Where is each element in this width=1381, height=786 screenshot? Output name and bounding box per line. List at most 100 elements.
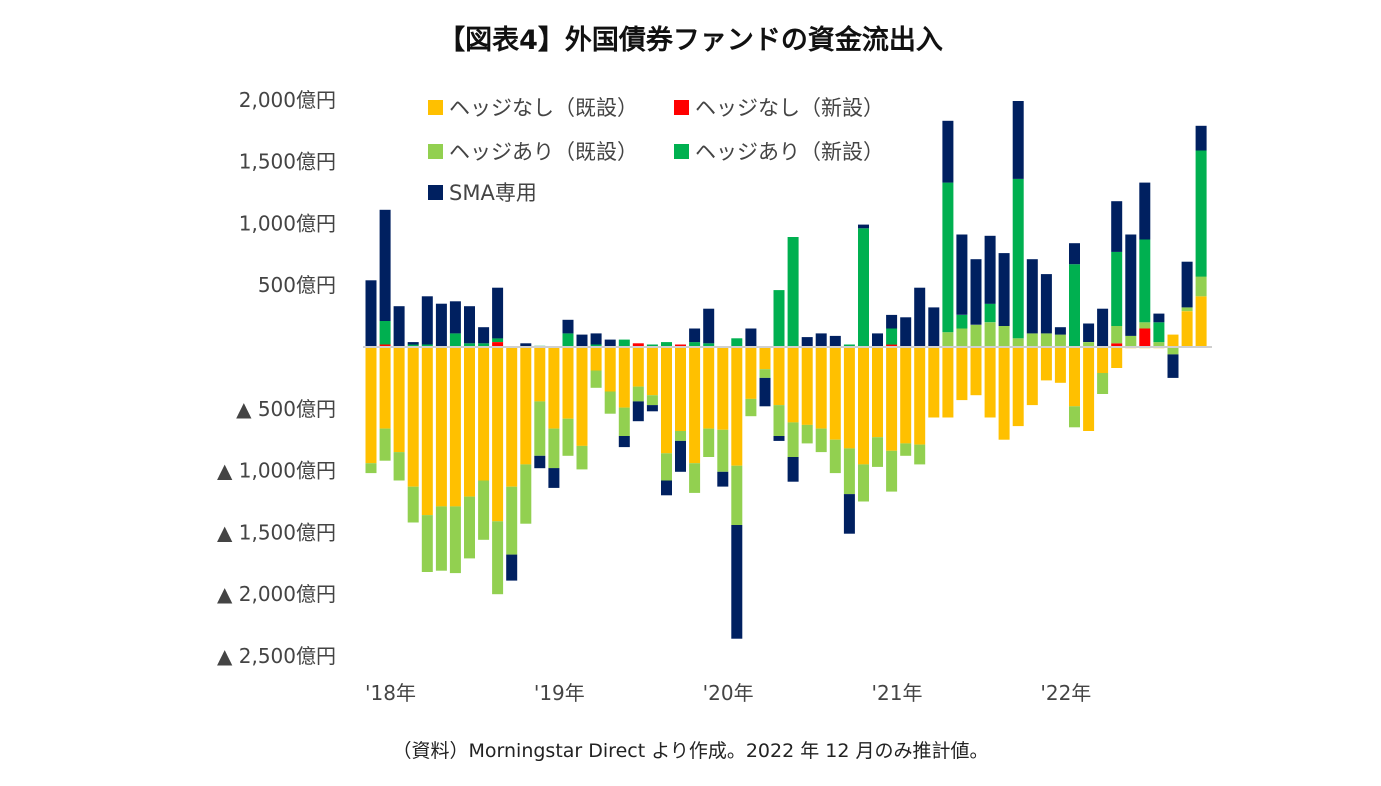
bar-segment-2018-05-series-2 [421,515,433,572]
bar-segment-2019-02-series-4 [548,468,560,488]
bar-segment-2018-11-series-2 [506,486,518,555]
bar-segment-2018-09-series-2 [478,480,490,540]
y-tick-label: 1,500億円 [239,150,336,174]
bar-segment-2021-07-series-4 [956,234,968,315]
y-tick-label: ▲ 500億円 [236,397,336,421]
bar-segment-2022-06-series-2 [1111,326,1123,344]
legend-swatch [428,100,443,115]
bar-segment-2019-11-series-4 [675,440,686,472]
bar-segment-2021-06-series-0 [942,347,954,418]
bar-segment-2019-07-series-2 [618,407,630,436]
y-tick-label: ▲ 1,000億円 [217,459,336,483]
bar-segment-2018-08-series-0 [464,347,475,497]
legend-item: ヘッジあり（新設） [674,140,884,164]
bar-segment-2022-01-series-4 [1040,274,1052,334]
bar-segment-2021-11-series-2 [1012,338,1024,347]
legend-swatch [428,185,443,200]
bar-segment-2020-07-series-3 [787,237,799,347]
bar-segment-2020-01-series-0 [703,347,715,429]
legend-item: ヘッジあり（既設） [428,140,638,164]
bar-segment-2022-10-series-4 [1167,354,1179,378]
bar-segment-2022-03-series-4 [1069,243,1080,265]
bar-segment-2018-02-series-1 [379,344,391,347]
bar-segment-2019-04-series-0 [576,347,588,446]
bar-segment-2021-04-series-0 [914,347,926,445]
bar-segment-2022-09-series-3 [1153,322,1165,343]
bar-segment-2021-12-series-0 [1026,347,1038,406]
bar-segment-2020-04-series-0 [745,347,757,399]
bar-segment-2019-11-series-2 [675,431,686,441]
bar-segment-2020-06-series-4 [773,436,785,441]
bar-segment-2018-10-series-0 [492,347,504,522]
legend-label: ヘッジあり（新設） [695,140,884,164]
bar-segment-2018-06-series-4 [435,303,447,347]
bar-segment-2021-08-series-0 [970,347,982,396]
y-tick-label: 2,000億円 [239,88,336,112]
bar-segment-2019-10-series-3 [661,342,672,347]
bar-segment-2021-09-series-4 [984,235,996,304]
bar-segment-2019-10-series-0 [661,347,672,454]
bar-segment-2020-11-series-4 [843,494,855,534]
bar-segment-2021-03-series-4 [900,317,912,347]
bar-segment-2022-02-series-2 [1054,334,1066,347]
bar-segment-2022-06-series-4 [1111,201,1123,252]
bar-segment-2022-06-series-1 [1111,343,1123,347]
bar-segment-2020-10-series-4 [829,335,841,347]
x-tick-label: '22年 [1040,681,1091,705]
bar-segment-2022-09-series-2 [1153,342,1165,347]
bar-segment-2018-08-series-2 [464,496,475,559]
bar-segment-2020-11-series-2 [843,448,855,495]
bar-segment-2019-01-series-2 [534,401,546,456]
bar-segment-2020-08-series-4 [801,337,813,347]
bar-segment-2018-03-series-4 [393,306,405,347]
bar-segment-2019-05-series-0 [590,347,602,371]
bar-segment-2022-06-series-0 [1111,347,1123,368]
bar-segment-2021-06-series-4 [942,120,954,183]
bar-segment-2019-07-series-4 [618,436,630,448]
bar-segment-2021-02-series-1 [886,344,898,347]
bar-segment-2019-11-series-0 [675,347,686,431]
bar-segment-2019-06-series-4 [604,339,616,347]
bar-segment-2021-09-series-0 [984,347,996,418]
bar-segment-2018-10-series-2 [492,521,504,595]
bar-segment-2018-01-series-2 [365,463,377,474]
bar-segment-2018-05-series-3 [421,344,433,347]
bar-segment-2018-02-series-2 [379,428,391,461]
bar-segment-2020-01-series-4 [703,308,715,344]
bar-segment-2018-07-series-0 [449,347,461,507]
bar-segment-2019-06-series-2 [604,391,616,414]
bar-segment-2020-08-series-2 [801,424,813,444]
bar-segment-2018-10-series-3 [492,338,504,342]
bar-segment-2018-05-series-4 [421,296,433,345]
bar-segment-2018-02-series-0 [379,347,391,429]
bar-segment-2022-11-series-4 [1181,261,1193,308]
bar-segment-2022-09-series-4 [1153,313,1165,323]
bar-segment-2022-04-series-0 [1083,347,1095,431]
bar-segment-2022-11-series-0 [1181,311,1193,347]
bar-segment-2019-07-series-0 [618,347,630,408]
bar-segment-2019-12-series-3 [689,342,701,347]
bar-segment-2019-05-series-2 [590,370,602,388]
y-tick-label: 1,000億円 [239,211,336,235]
bar-segment-2019-01-series-0 [534,347,546,402]
bar-segment-2018-06-series-0 [435,347,447,507]
bar-segment-2019-12-series-0 [689,347,701,464]
legend-swatch [428,144,443,159]
bar-segment-2022-01-series-2 [1040,333,1052,347]
bar-segment-2018-07-series-2 [449,506,461,574]
legend-label: ヘッジなし（新設） [695,96,884,120]
bar-segment-2018-09-series-3 [478,343,490,347]
bar-segment-2018-11-series-0 [506,347,518,487]
bar-segment-2019-09-series-2 [646,395,658,406]
bar-segment-2018-09-series-4 [478,327,490,344]
chart-title: 【図表4】外国債券ファンドの資金流出入 [438,25,943,56]
bar-segment-2022-12-series-3 [1195,150,1207,277]
bar-segment-2021-02-series-2 [886,450,898,492]
bar-segment-2021-10-series-2 [998,326,1010,347]
bar-segment-2018-06-series-2 [435,506,447,571]
x-tick-label: '19年 [534,681,585,705]
legend-label: ヘッジあり（既設） [449,140,638,164]
bar-segment-2020-05-series-2 [759,369,771,378]
bar-segment-2022-04-series-2 [1083,342,1095,347]
bar-segment-2019-04-series-4 [576,334,588,347]
